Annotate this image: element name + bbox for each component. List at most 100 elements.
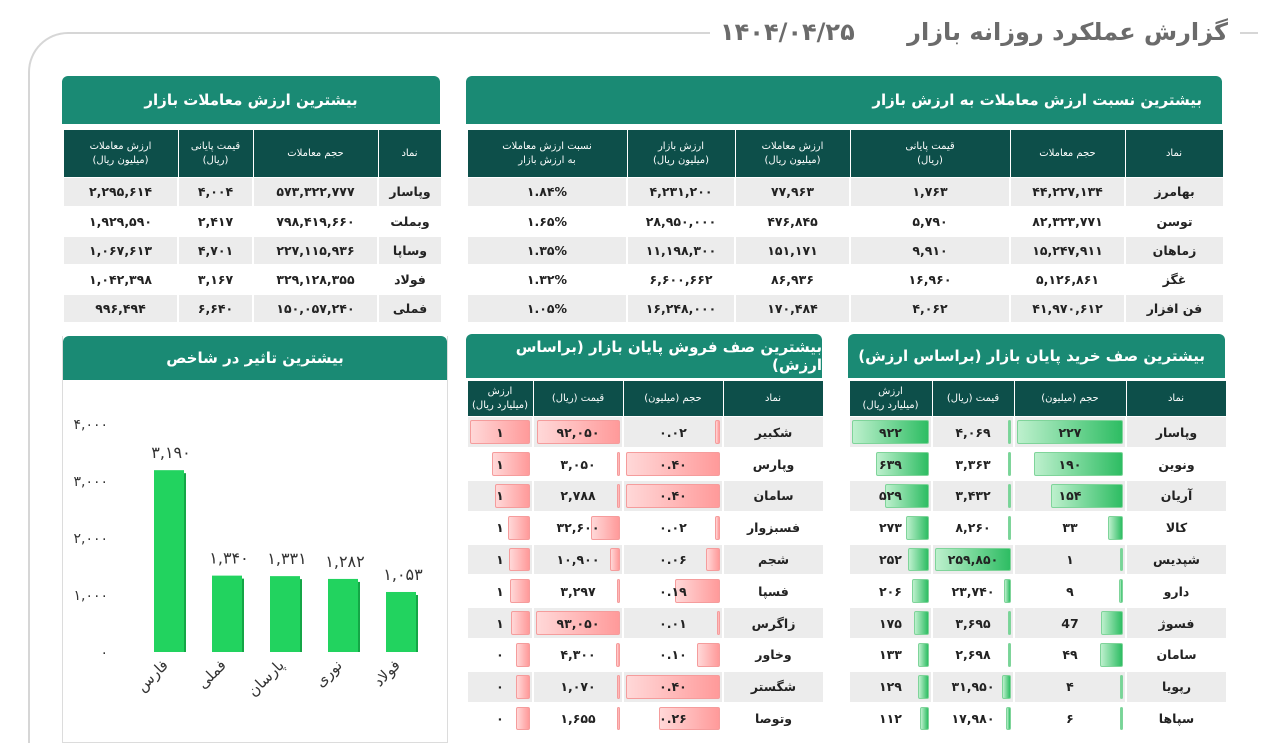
price-value: ۴,۰۶۹ — [955, 424, 991, 440]
volume-cell: ۰.۴۰ — [622, 448, 723, 482]
value-cell: ۲,۲۹۵,۶۱۴ — [62, 177, 178, 208]
price-cell: ۱,۰۷۰ — [532, 670, 623, 704]
column-header: نسبت ارزش معاملات به ارزش بازار — [466, 129, 628, 178]
volume-value: ۲۲۷ — [1058, 424, 1082, 440]
value-cell: ۹,۹۱۰ — [849, 235, 1010, 266]
ratio-panel-title: بیشترین نسبت ارزش معاملات به ارزش بازار — [466, 76, 1222, 124]
value-panel: بیشترین ارزش معاملات بازار نماد حجم معامل… — [62, 76, 442, 324]
value-cell: ۱ — [466, 575, 533, 609]
value-cell: ۷۷,۹۶۳ — [734, 177, 850, 208]
ratio-panel: بیشترین نسبت ارزش معاملات به ارزش بازار … — [466, 76, 1224, 324]
value-bar — [875, 452, 929, 477]
table-row: زاگرس ۰.۰۱ ۹۳,۰۵۰ ۱ — [466, 607, 823, 641]
symbol-cell: وتوصا — [722, 702, 823, 736]
price-cell: ۳۱,۹۵۰ — [931, 670, 1014, 704]
table-row: سامان ۰.۴۰ ۲,۷۸۸ ۱ — [466, 480, 823, 513]
value-bar — [507, 515, 530, 540]
value-value: ۰ — [496, 647, 504, 663]
volume-value: ۰.۴۰ — [659, 456, 687, 472]
table-row: زماهان ۱۵,۲۴۷,۹۱۱ ۹,۹۱۰ ۱۵۱,۱۷۱ ۱۱,۱۹۸,۳۰۰ ۱.… — [466, 235, 1223, 266]
price-bar — [536, 611, 620, 636]
price-value: ۲,۷۸۸ — [560, 488, 596, 504]
value-bar — [509, 547, 530, 572]
table-row: وپارس ۰.۴۰ ۳,۰۵۰ ۱ — [466, 448, 823, 482]
table-row: وپاسار ۵۷۳,۳۲۲,۷۷۷ ۴,۰۰۴ ۲,۲۹۵,۶۱۴ — [62, 177, 441, 208]
value-cell: ۱۲۹ — [848, 670, 932, 704]
volume-cell: ۰.۱۹ — [622, 575, 723, 609]
value-cell: ۹۲۲ — [848, 416, 932, 450]
price-value: ۲۵۹,۸۵۰ — [947, 552, 999, 568]
volume-bar — [1118, 579, 1123, 604]
volume-value: ۹ — [1066, 583, 1074, 599]
sell-queue-title: بیشترین صف فروش پایان بازار (براساس ارزش… — [466, 334, 822, 378]
price-cell: ۲۳,۷۴۰ — [931, 575, 1014, 609]
value-cell: ۸۲,۳۲۳,۷۷۱ — [1009, 206, 1125, 237]
price-value: ۳,۳۶۳ — [955, 456, 991, 472]
value-cell: ۵۷۳,۳۲۲,۷۷۷ — [252, 177, 378, 208]
price-bar — [590, 515, 620, 540]
data-label: ۳,۱۹۰ — [151, 443, 190, 462]
buy-queue-panel: بیشترین صف خرید پایان بازار (براساس ارزش… — [848, 334, 1227, 743]
volume-bar — [1051, 484, 1123, 508]
symbol-cell: بهامرز — [1124, 177, 1223, 208]
bar — [328, 578, 358, 652]
bar — [386, 591, 416, 652]
sell-queue-panel: بیشترین صف فروش پایان بازار (براساس ارزش… — [466, 334, 824, 743]
price-bar — [536, 420, 620, 445]
price-value: ۲,۶۹۸ — [955, 647, 991, 663]
frame-top-left — [70, 32, 710, 34]
price-bar — [617, 452, 620, 477]
volume-cell: 47 — [1013, 607, 1126, 641]
value-cell: ۱ — [466, 480, 533, 513]
value-table: نماد حجم معاملات قیمت پایانی (ریال) ارزش معا… — [62, 129, 442, 324]
symbol-cell: شجم — [722, 543, 823, 577]
volume-value: ۳۳ — [1062, 520, 1078, 536]
value-cell: ۱,۰۶۷,۶۱۳ — [62, 235, 178, 266]
value-cell: ۲۷۳ — [848, 511, 932, 545]
column-header: نماد — [377, 129, 442, 178]
y-tick-label: ۱,۰۰۰ — [73, 588, 108, 604]
column-header: حجم معاملات — [1009, 129, 1126, 178]
volume-cell: ۴۹ — [1013, 639, 1126, 672]
value-cell: ۷۹۸,۴۱۹,۶۶۰ — [252, 206, 378, 237]
table-row: فسبزوار ۰.۰۲ ۳۲,۶۰۰ ۱ — [466, 511, 823, 545]
price-value: ۳,۲۹۷ — [560, 583, 596, 599]
column-header: قیمت پایانی (ریال) — [849, 129, 1011, 178]
value-cell: ۶,۶۰۰,۶۶۲ — [626, 264, 735, 295]
volume-value: ۰.۰۱ — [659, 615, 687, 631]
price-bar — [610, 547, 620, 572]
value-cell: ۱ — [466, 543, 533, 577]
buy-queue-title: بیشترین صف خرید پایان بازار (براساس ارزش… — [848, 334, 1225, 378]
price-cell: ۴,۰۶۹ — [931, 416, 1014, 450]
price-cell: ۲,۶۹۸ — [931, 639, 1014, 672]
symbol-cell: فسپا — [722, 575, 823, 609]
value-bar — [470, 420, 530, 445]
volume-value: 47 — [1061, 615, 1079, 631]
volume-bar — [705, 547, 720, 572]
price-cell: ۲,۷۸۸ — [532, 480, 623, 513]
volume-cell: ۰.۴۰ — [622, 480, 723, 513]
price-value: ۳۲,۶۰۰ — [556, 520, 600, 536]
price-value: ۱,۶۵۵ — [560, 711, 596, 727]
volume-value: ۴۹ — [1062, 647, 1078, 663]
symbol-cell: رپویا — [1125, 670, 1226, 704]
value-cell: ۱,۷۶۳ — [849, 177, 1010, 208]
value-value: ۱ — [496, 583, 504, 599]
value-value: ۱۳۳ — [879, 647, 902, 663]
table-row: وساپا ۲۲۷,۱۱۵,۹۳۶ ۴,۷۰۱ ۱,۰۶۷,۶۱۳ — [62, 235, 441, 266]
volume-cell: ۹ — [1013, 575, 1126, 609]
value-cell: ۱.۳۵% — [466, 235, 627, 266]
value-cell: ۵,۱۲۶,۸۶۱ — [1009, 264, 1125, 295]
price-bar — [935, 547, 1011, 572]
data-label: ۱,۳۳۱ — [267, 549, 306, 568]
column-header: قیمت (ریال) — [532, 380, 624, 417]
value-cell: ۱.۳۲% — [466, 264, 627, 295]
value-cell: ۴,۲۳۱,۲۰۰ — [626, 177, 735, 208]
value-cell: ۸۶,۹۳۶ — [734, 264, 850, 295]
volume-bar — [626, 484, 720, 508]
column-header: ارزش (میلیارد ریال) — [848, 380, 933, 417]
data-label: ۱,۰۵۳ — [383, 565, 423, 584]
volume-bar — [1017, 420, 1123, 445]
price-cell: ۳,۲۹۷ — [532, 575, 623, 609]
value-value: ۰ — [496, 711, 504, 727]
